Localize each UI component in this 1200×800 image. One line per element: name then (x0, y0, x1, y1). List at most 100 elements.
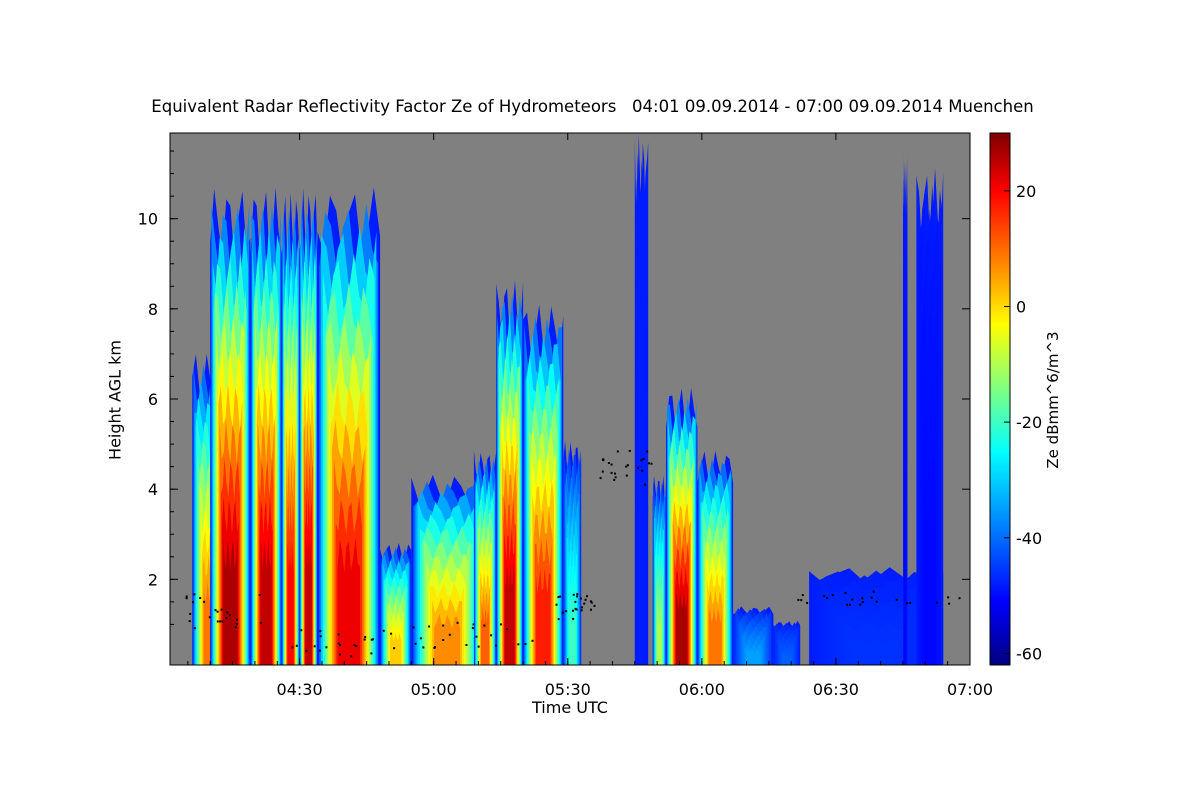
echo-speck (583, 602, 586, 605)
echo-speck (319, 635, 322, 638)
echo-speck (872, 590, 875, 593)
echo-speck (646, 450, 649, 453)
echo-speck (236, 623, 238, 626)
chart-title: Equivalent Radar Reflectivity Factor Ze … (151, 97, 1034, 116)
echo-speck (471, 627, 474, 629)
echo-speck (185, 597, 188, 600)
echo-cell (317, 187, 381, 665)
echo-layer (223, 536, 238, 665)
echo-speck (475, 635, 478, 638)
x-tick-label: 05:00 (411, 680, 457, 699)
echo-speck (555, 603, 558, 606)
echo-speck (216, 610, 219, 613)
y-tick-label: 8 (148, 300, 158, 319)
echo-speck (846, 603, 849, 606)
echo-speck (947, 596, 950, 599)
echo-speck (601, 470, 604, 473)
echo-speck (870, 596, 873, 599)
echo-speck (909, 601, 912, 604)
x-tick-label: 04:30 (277, 680, 323, 699)
echo-speck (576, 595, 579, 598)
echo-speck (584, 598, 587, 601)
echo-speck (579, 597, 582, 600)
echo-speck (226, 611, 229, 614)
echo-cell (473, 450, 497, 665)
echo-speck (363, 638, 366, 641)
echo-speck (806, 601, 809, 604)
echo-cell (281, 192, 300, 665)
echo-speck (589, 600, 592, 603)
echo-cell (903, 153, 908, 665)
echo-layer (337, 537, 360, 665)
echo-speck (524, 643, 527, 645)
echo-speck (189, 612, 192, 615)
echo-speck (234, 626, 237, 629)
echo-speck (586, 595, 588, 598)
echo-speck (590, 608, 592, 611)
echo-speck (517, 643, 520, 646)
echo-speck (319, 649, 321, 652)
y-tick-label: 6 (148, 390, 158, 409)
x-tick-label: 06:00 (679, 680, 725, 699)
echo-layer (535, 568, 551, 665)
echo-cell (411, 474, 483, 665)
echo-speck (350, 655, 353, 658)
echo-cell (666, 387, 698, 665)
echo-layer (852, 638, 901, 665)
echo-layer (657, 613, 662, 665)
echo-speck (797, 598, 800, 601)
echo-speck (614, 476, 617, 479)
echo-speck (214, 609, 217, 612)
echo-layer (676, 590, 688, 665)
echo-speck (607, 462, 610, 464)
colorbar-label: Ze dBmm^6/m^3 (1044, 331, 1062, 469)
echo-speck (221, 620, 224, 623)
echo-speck (218, 620, 221, 623)
echo-speck (339, 644, 341, 647)
echo-speck (831, 594, 834, 597)
echo-speck (355, 645, 358, 648)
echo-speck (490, 634, 493, 637)
echo-speck (193, 627, 196, 630)
echo-speck (895, 598, 898, 601)
echo-speck (393, 647, 396, 650)
echo-speck (574, 600, 577, 603)
echo-cell (380, 542, 412, 665)
echo-speck (319, 630, 322, 633)
echo-speck (305, 649, 308, 652)
echo-speck (610, 471, 613, 474)
echo-speck (935, 601, 938, 604)
echo-speck (610, 463, 613, 466)
echo-speck (483, 624, 486, 627)
echo-speck (337, 633, 340, 636)
echo-speck (572, 609, 574, 612)
y-tick-label: 4 (148, 480, 158, 499)
colorbar-tick-label: -60 (1016, 644, 1042, 663)
echo-speck (353, 644, 356, 647)
echo-speck (531, 639, 534, 642)
echo-speck (625, 465, 628, 468)
echo-layer (504, 561, 515, 665)
echo-speck (801, 594, 804, 597)
echo-cell (523, 304, 564, 665)
echo-cell (773, 620, 801, 665)
echo-speck (574, 607, 577, 610)
echo-speck (412, 626, 415, 629)
echo-layer (639, 522, 644, 665)
echo-speck (565, 610, 568, 613)
echo-speck (581, 606, 583, 609)
echo-speck (313, 645, 316, 648)
echo-speck (370, 652, 373, 655)
echo-speck (260, 622, 263, 625)
echo-speck (188, 620, 191, 623)
echo-cell (733, 606, 774, 665)
echo-speck (625, 474, 628, 477)
echo-speck (258, 594, 261, 596)
echo-speck (499, 623, 502, 626)
echo-speck (382, 629, 385, 632)
echo-speck (295, 644, 298, 647)
echo-cell (210, 188, 251, 665)
echo-speck (641, 469, 644, 472)
echo-speck (229, 614, 231, 617)
echo-speck (370, 638, 373, 641)
